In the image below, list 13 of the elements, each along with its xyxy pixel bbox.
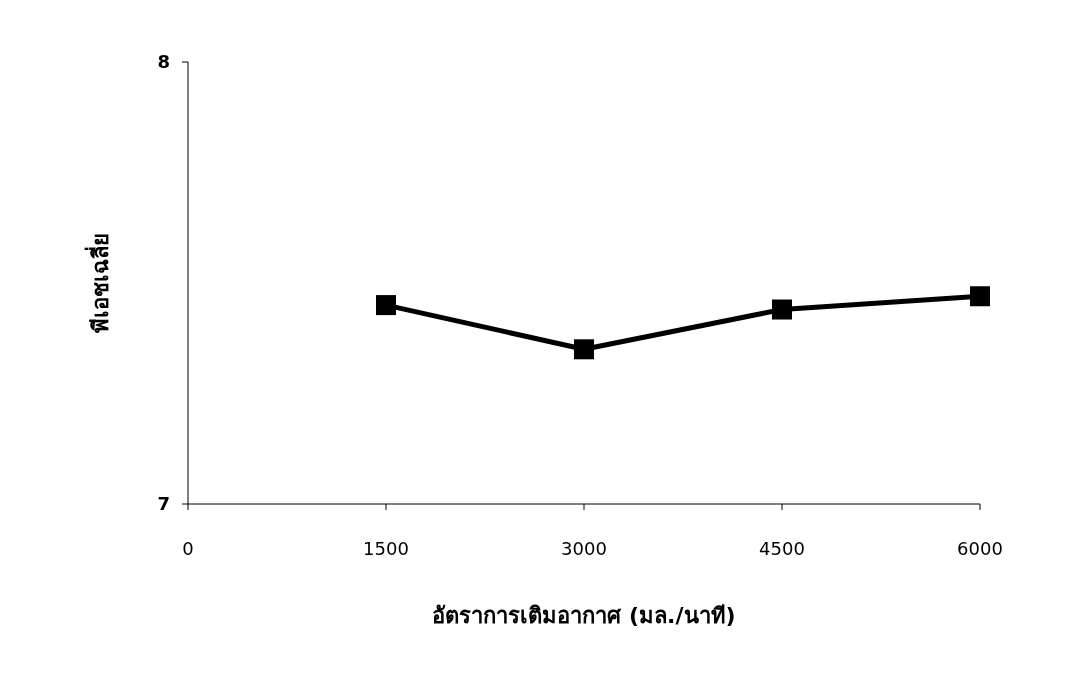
y-tick-label: 8 bbox=[157, 51, 170, 72]
point bbox=[574, 339, 594, 360]
y-axis-title: พีเอชเฉลี่ย bbox=[84, 233, 113, 333]
x-tick-label: 3000 bbox=[561, 538, 607, 559]
x-tick-label: 1500 bbox=[363, 538, 409, 559]
x-axis-title: อัตราการเติมอากาศ (มล./นาที) bbox=[432, 603, 736, 628]
x-tick-label: 6000 bbox=[957, 538, 1003, 559]
point bbox=[772, 299, 792, 320]
x-tick-label: 4500 bbox=[759, 538, 805, 559]
point bbox=[970, 286, 990, 307]
point bbox=[376, 295, 396, 316]
y-tick-label: 7 bbox=[157, 493, 170, 514]
x-tick-label: 0 bbox=[182, 538, 194, 559]
